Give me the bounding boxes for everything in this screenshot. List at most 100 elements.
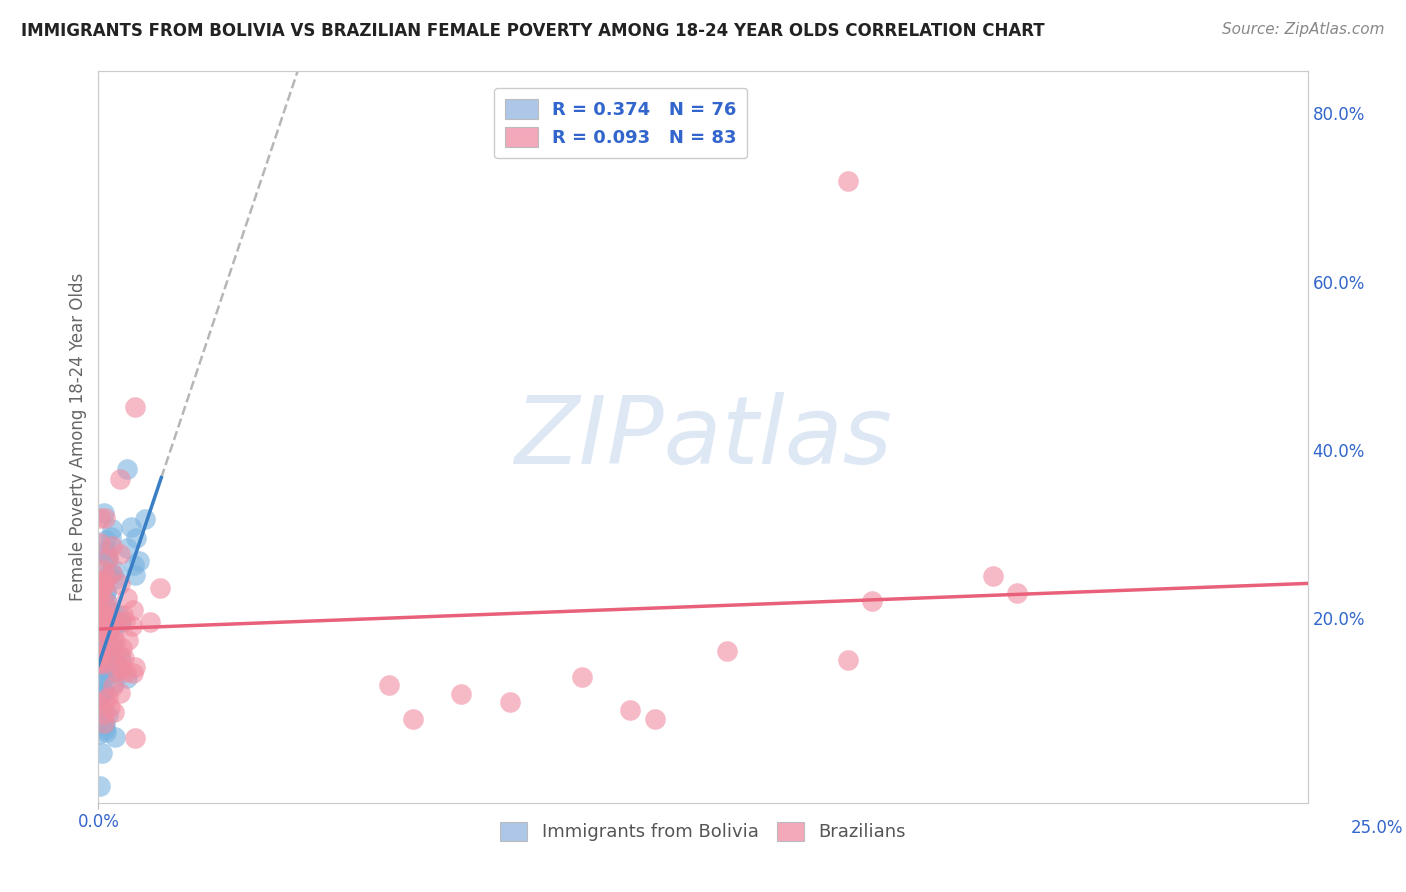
Point (101, 567, 124, 582)
Point (93, 707, 115, 722)
Point (96, 623, 118, 637)
Point (91, 746, 114, 760)
Point (377, 678, 399, 692)
Point (96, 642, 118, 657)
Point (90, 655, 112, 669)
Point (87, 655, 110, 669)
Point (96, 596, 118, 610)
Point (90, 676, 112, 690)
Point (97, 551, 120, 566)
Point (93, 685, 115, 699)
Point (94, 641, 117, 656)
Point (837, 653, 859, 667)
Point (98, 640, 121, 654)
Point (103, 665, 125, 680)
Point (89, 590, 111, 604)
Point (91, 647, 114, 661)
Point (90, 640, 112, 654)
Point (87, 599, 110, 614)
Point (110, 472, 132, 486)
Point (100, 530, 122, 544)
Point (90, 640, 112, 654)
Point (101, 522, 124, 536)
Point (103, 676, 125, 690)
Point (110, 652, 132, 666)
Point (108, 576, 131, 591)
Point (121, 619, 143, 633)
Point (91, 623, 114, 637)
Point (105, 656, 128, 670)
Point (108, 686, 131, 700)
Point (108, 660, 131, 674)
Point (716, 644, 738, 658)
Point (89, 779, 111, 793)
Point (115, 591, 138, 605)
Point (96, 585, 118, 599)
Point (93, 670, 115, 684)
Point (117, 632, 139, 647)
Point (89, 610, 111, 624)
Legend: Immigrants from Bolivia, Brazilians: Immigrants from Bolivia, Brazilians (494, 814, 912, 848)
Point (96, 543, 118, 558)
Point (94, 585, 117, 599)
Point (94, 725, 117, 739)
Point (93, 626, 115, 640)
Point (98, 699, 121, 714)
Point (111, 662, 134, 676)
Point (94, 611, 117, 625)
Point (101, 607, 124, 621)
Point (93, 716, 115, 731)
Point (105, 665, 128, 679)
Point (89, 690, 111, 704)
Point (94, 627, 117, 641)
Point (94, 533, 117, 547)
Point (122, 665, 145, 680)
Point (93, 599, 115, 613)
Text: ZIPatlas: ZIPatlas (515, 392, 891, 483)
Text: Source: ZipAtlas.com: Source: ZipAtlas.com (1222, 22, 1385, 37)
Point (91, 630, 114, 644)
Point (571, 670, 593, 684)
Point (125, 531, 148, 545)
Point (100, 622, 122, 636)
Point (97, 606, 120, 620)
Point (90, 582, 112, 596)
Point (124, 401, 146, 415)
Point (87, 559, 110, 574)
Y-axis label: Female Poverty Among 18-24 Year Olds: Female Poverty Among 18-24 Year Olds (69, 273, 87, 601)
Point (619, 703, 641, 717)
Point (101, 679, 124, 693)
Point (93, 506, 115, 520)
Text: IMMIGRANTS FROM BOLIVIA VS BRAZILIAN FEMALE POVERTY AMONG 18-24 YEAR OLDS CORREL: IMMIGRANTS FROM BOLIVIA VS BRAZILIAN FEM… (21, 22, 1045, 40)
Point (128, 553, 150, 567)
Point (91, 657, 114, 671)
Point (90, 574, 112, 588)
Point (91, 648, 114, 662)
Point (87, 727, 110, 741)
Point (115, 541, 138, 556)
Point (96, 600, 118, 615)
Point (103, 628, 125, 642)
Point (97, 708, 120, 723)
Point (94, 722, 117, 736)
Point (91, 563, 114, 577)
Point (87, 697, 110, 711)
Point (105, 614, 128, 628)
Point (91, 648, 114, 663)
Point (93, 639, 115, 653)
Text: 25.0%: 25.0% (1351, 820, 1403, 838)
Point (117, 462, 139, 476)
Point (94, 692, 117, 706)
Point (1007, 585, 1029, 599)
Point (110, 615, 132, 630)
Point (124, 731, 146, 745)
Point (139, 615, 162, 629)
Point (91, 629, 114, 643)
Point (96, 663, 118, 677)
Point (89, 536, 111, 550)
Point (89, 684, 111, 698)
Point (644, 712, 666, 726)
Point (91, 575, 114, 590)
Point (93, 579, 115, 593)
Point (110, 615, 132, 630)
